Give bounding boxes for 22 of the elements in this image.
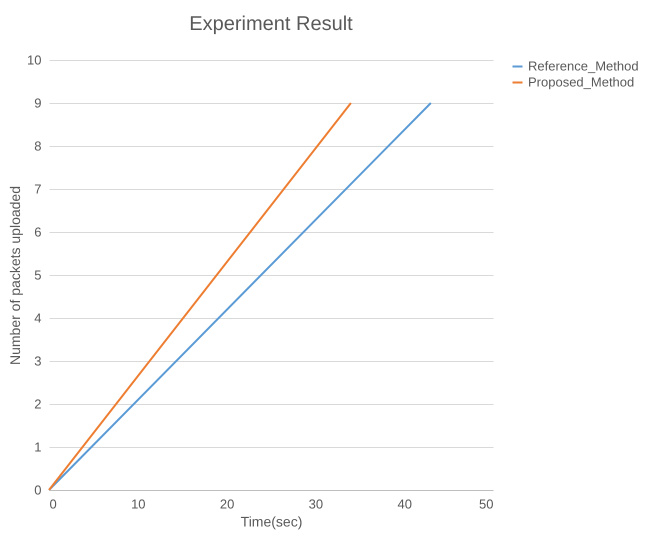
x-tick-label: 10 xyxy=(131,496,146,512)
y-tick-label: 2 xyxy=(34,396,42,412)
y-tick-label: 10 xyxy=(27,52,42,68)
x-tick-label: 40 xyxy=(397,496,412,512)
x-tick-label: 30 xyxy=(308,496,324,512)
y-tick-label: 9 xyxy=(34,96,42,110)
y-tick-label: 6 xyxy=(34,224,42,240)
y-tick-label: 5 xyxy=(34,268,42,282)
y-tick-label: 7 xyxy=(34,182,42,196)
y-axis-title: Number of packets uploaded xyxy=(7,186,24,365)
y-tick-label: 0 xyxy=(34,482,42,498)
legend-label: Proposed_Method xyxy=(528,74,634,90)
chart-title: Experiment Result xyxy=(189,13,354,35)
legend-label: Reference_Method xyxy=(528,58,639,74)
x-tick-label: 20 xyxy=(220,496,234,512)
x-tick-label: 0 xyxy=(50,496,57,512)
x-tick-label: 50 xyxy=(479,496,494,512)
y-tick-label: 4 xyxy=(34,310,42,326)
x-axis-title: Time(sec) xyxy=(240,514,302,530)
y-tick-label: 8 xyxy=(34,138,42,154)
y-tick-label: 1 xyxy=(34,440,42,454)
y-tick-label: 3 xyxy=(34,354,42,368)
